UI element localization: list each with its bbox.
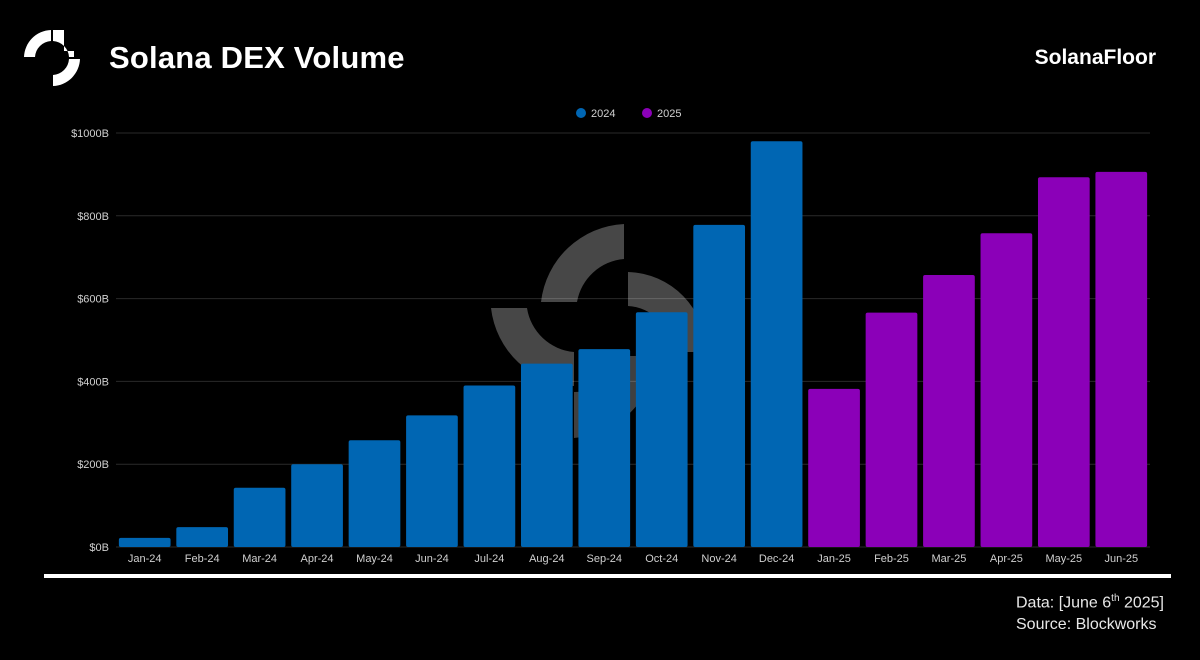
bar-Dec-24 <box>750 141 803 547</box>
bar-Apr-25 <box>980 233 1033 548</box>
legend-swatch <box>642 108 652 118</box>
x-tick-label: Apr-24 <box>301 553 334 565</box>
legend: 2024 2025 <box>576 108 681 120</box>
bar-May-24 <box>348 440 401 547</box>
x-tick-label: Mar-25 <box>932 553 967 565</box>
y-tick-label: $0B <box>89 542 109 554</box>
x-tick-label: Dec-24 <box>759 553 794 565</box>
grid-lines <box>116 132 1150 548</box>
bar-Oct-24 <box>635 312 688 547</box>
bar-Apr-24 <box>291 464 343 547</box>
y-tick-label: $200B <box>77 459 109 471</box>
x-tick-label: May-24 <box>356 553 393 565</box>
x-tick-label: Jun-24 <box>415 553 449 565</box>
x-tick-label: Jul-24 <box>474 553 504 565</box>
x-tick-label: Feb-24 <box>185 553 220 565</box>
y-tick-label: $1000B <box>71 128 109 140</box>
x-tick-label: Mar-24 <box>242 553 277 565</box>
x-tick-label: Jun-25 <box>1104 553 1138 565</box>
brand-name: SolanaFloor <box>1034 46 1156 69</box>
y-tick-label: $800B <box>77 211 109 223</box>
footer-info: Data: [June 6th 2025] Source: Blockworks <box>1016 588 1164 636</box>
solanafloor-logo-icon <box>24 30 80 86</box>
bar-Sep-24 <box>578 349 631 547</box>
legend-swatch <box>576 108 586 118</box>
x-tick-label: Jan-25 <box>817 553 851 565</box>
x-tick-label: Feb-25 <box>874 553 909 565</box>
bar-May-25 <box>1037 177 1090 547</box>
bar-chart: 2024 2025 $0B $200B $400B $600B $800B $1000B J… <box>71 108 1150 565</box>
y-axis: $0B $200B $400B $600B $800B $1000B <box>71 128 109 554</box>
data-source: Source: Blockworks <box>1016 616 1157 634</box>
data-date: Data: [June 6th 2025] <box>1016 593 1164 612</box>
bar-Nov-24 <box>693 224 746 547</box>
legend-label: 2024 <box>591 108 615 120</box>
bar-Feb-25 <box>865 312 918 547</box>
y-tick-label: $400B <box>77 376 109 388</box>
x-tick-label: Sep-24 <box>587 553 622 565</box>
bar-Jun-24 <box>406 415 458 547</box>
y-tick-label: $600B <box>77 294 109 306</box>
bar-Feb-24 <box>176 527 229 547</box>
bar-Mar-24 <box>233 487 286 547</box>
bar-Jun-25 <box>1095 171 1148 547</box>
x-tick-label: Jan-24 <box>128 553 162 565</box>
legend-label: 2025 <box>657 108 681 120</box>
bar-Jan-24 <box>118 537 171 547</box>
footer-divider <box>44 574 1171 578</box>
x-axis: Jan-24 Feb-24 Mar-24 Apr-24 May-24 Jun-24 Jul-… <box>128 553 1138 565</box>
bar-Jul-24 <box>463 385 516 547</box>
x-tick-label: Aug-24 <box>529 553 564 565</box>
x-tick-label: Nov-24 <box>701 553 736 565</box>
legend-item-2025: 2025 <box>642 108 681 120</box>
legend-item-2024: 2024 <box>576 108 615 120</box>
x-tick-label: Oct-24 <box>645 553 678 565</box>
bars <box>118 141 1148 548</box>
x-tick-label: May-25 <box>1045 553 1082 565</box>
bar-Aug-24 <box>520 363 573 547</box>
page-title: Solana DEX Volume <box>109 40 405 75</box>
bar-Jan-25 <box>808 388 860 547</box>
bar-Mar-25 <box>923 275 975 547</box>
x-tick-label: Apr-25 <box>990 553 1023 565</box>
